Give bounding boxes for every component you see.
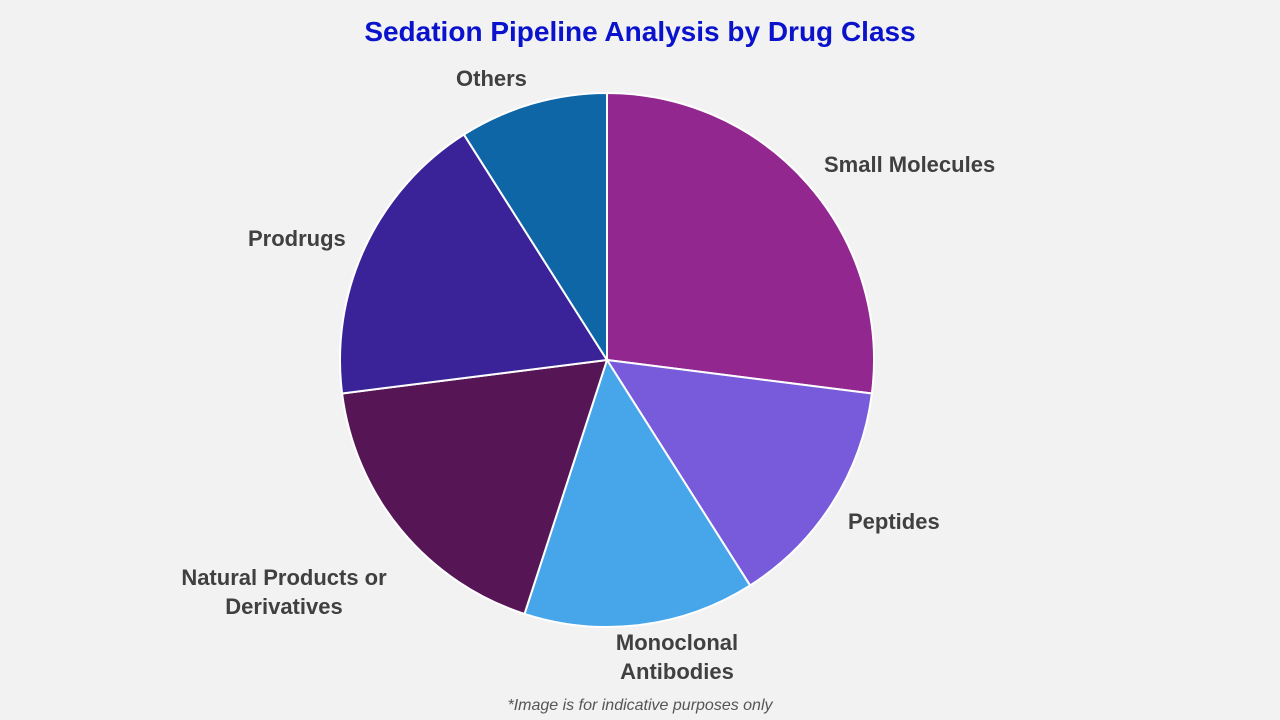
label-line: Monoclonal xyxy=(615,630,739,655)
label-peptides: Peptides xyxy=(848,509,940,534)
label-monoclonal-antibodies: Monoclonal Antibodies xyxy=(577,628,777,686)
pie-slice-peptides xyxy=(605,358,874,587)
label-small-molecules: Small Molecules xyxy=(824,152,996,177)
label-others: Others xyxy=(456,66,527,91)
label-line: Derivatives xyxy=(225,594,343,619)
label-line: Antibodies xyxy=(620,659,734,684)
footnote: *Image is for indicative purposes only xyxy=(507,697,773,714)
pie-slice-others xyxy=(462,91,608,364)
pie-slice-small-molecules xyxy=(606,91,875,395)
pie-slice-prodrugs xyxy=(339,133,609,395)
label-natural-products: Natural Products or Derivatives xyxy=(164,563,404,621)
pie-slice-natural-products-or-derivatives xyxy=(340,358,609,616)
label-prodrugs: Prodrugs xyxy=(248,226,346,251)
chart-title: Sedation Pipeline Analysis by Drug Class xyxy=(364,16,916,47)
label-line: Natural Products or xyxy=(181,565,387,590)
pie-slice-monoclonal-antibodies xyxy=(523,357,752,628)
